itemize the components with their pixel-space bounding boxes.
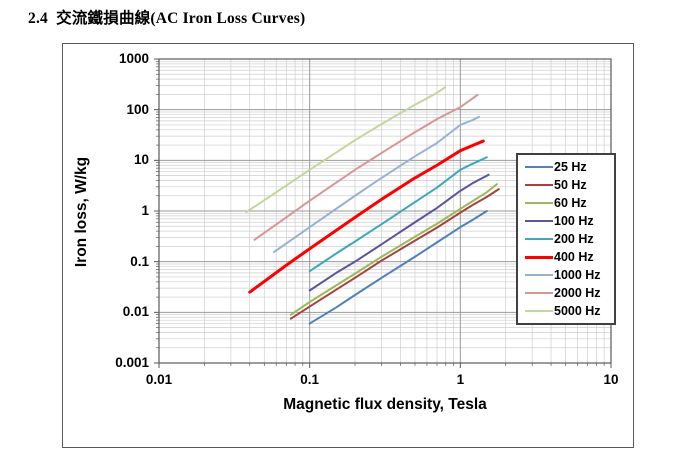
legend-item-400-hz: 400 Hz bbox=[525, 250, 614, 264]
series-line-100-hz bbox=[308, 173, 490, 292]
legend-line-swatch bbox=[525, 274, 553, 276]
legend-line-swatch bbox=[525, 255, 553, 259]
x-tick-label-0.1: 0.1 bbox=[300, 372, 320, 387]
legend-label: 25 Hz bbox=[554, 160, 587, 174]
legend-item-1000-hz: 1000 Hz bbox=[525, 268, 614, 282]
legend-line-swatch bbox=[525, 238, 553, 240]
series-line-400-hz bbox=[248, 139, 485, 294]
legend-item-200-hz: 200 Hz bbox=[525, 232, 614, 246]
legend-item-5000-hz: 5000 Hz bbox=[525, 304, 614, 318]
legend-label: 2000 Hz bbox=[554, 286, 601, 300]
series-line-1000-hz bbox=[273, 115, 480, 254]
y-tick-label-1: 1 bbox=[141, 203, 149, 218]
legend-item-50-hz: 50 Hz bbox=[525, 178, 614, 192]
series-lines bbox=[245, 86, 500, 325]
y-tick-label-1000: 1000 bbox=[118, 51, 149, 66]
y-tick-label-10: 10 bbox=[133, 152, 149, 168]
y-axis-title: Iron loss, W/kg bbox=[73, 156, 90, 268]
legend-line-swatch bbox=[525, 310, 553, 312]
series-line-5000-hz bbox=[245, 86, 446, 214]
legend-label: 50 Hz bbox=[554, 178, 587, 192]
chart-frame: 1000 100 10 1 0.1 0.01 0.001 0.01 0.1 1 10 Magnet… bbox=[62, 43, 634, 448]
series-line-200-hz bbox=[308, 156, 488, 273]
section-title: 2.4 交流鐵損曲線(AC Iron Loss Curves) bbox=[28, 6, 305, 28]
legend-line-swatch bbox=[525, 184, 553, 186]
legend-item-25-hz: 25 Hz bbox=[525, 160, 614, 174]
legend-line-swatch bbox=[525, 202, 553, 204]
series-line-2000-hz bbox=[253, 93, 479, 241]
y-tick-label-0.001: 0.001 bbox=[115, 355, 149, 370]
x-tick-label-10: 10 bbox=[603, 372, 619, 387]
legend-line-swatch bbox=[525, 166, 553, 168]
legend-item-100-hz: 100 Hz bbox=[525, 214, 614, 228]
legend-label: 1000 Hz bbox=[554, 268, 601, 282]
legend-label: 200 Hz bbox=[554, 232, 594, 246]
x-tick-label-0.01: 0.01 bbox=[145, 372, 173, 387]
series-line-60-hz bbox=[289, 183, 498, 316]
legend-box: 25 Hz 50 Hz 60 Hz 100 Hz 200 Hz 400 Hz 1000 Hz… bbox=[516, 153, 616, 325]
legend-label: 60 Hz bbox=[554, 196, 587, 210]
legend-label: 5000 Hz bbox=[554, 304, 601, 318]
legend-line-swatch bbox=[525, 220, 553, 222]
y-tick-label-100: 100 bbox=[126, 101, 149, 117]
x-axis-title: Magnetic flux density, Tesla bbox=[283, 396, 487, 413]
legend-label: 100 Hz bbox=[554, 214, 594, 228]
legend-line-swatch bbox=[525, 292, 553, 294]
section-title-text: 交流鐵損曲線(AC Iron Loss Curves) bbox=[56, 10, 306, 27]
section-number: 2.4 bbox=[28, 10, 48, 27]
legend-item-60-hz: 60 Hz bbox=[525, 196, 614, 210]
y-tick-label-0.1: 0.1 bbox=[130, 253, 149, 269]
series-line-25-hz bbox=[308, 210, 488, 325]
legend-label: 400 Hz bbox=[554, 250, 594, 264]
x-tick-label-1: 1 bbox=[456, 372, 465, 387]
y-tick-label-0.01: 0.01 bbox=[122, 304, 149, 320]
series-line-50-hz bbox=[289, 188, 500, 320]
legend-item-2000-hz: 2000 Hz bbox=[525, 286, 614, 300]
